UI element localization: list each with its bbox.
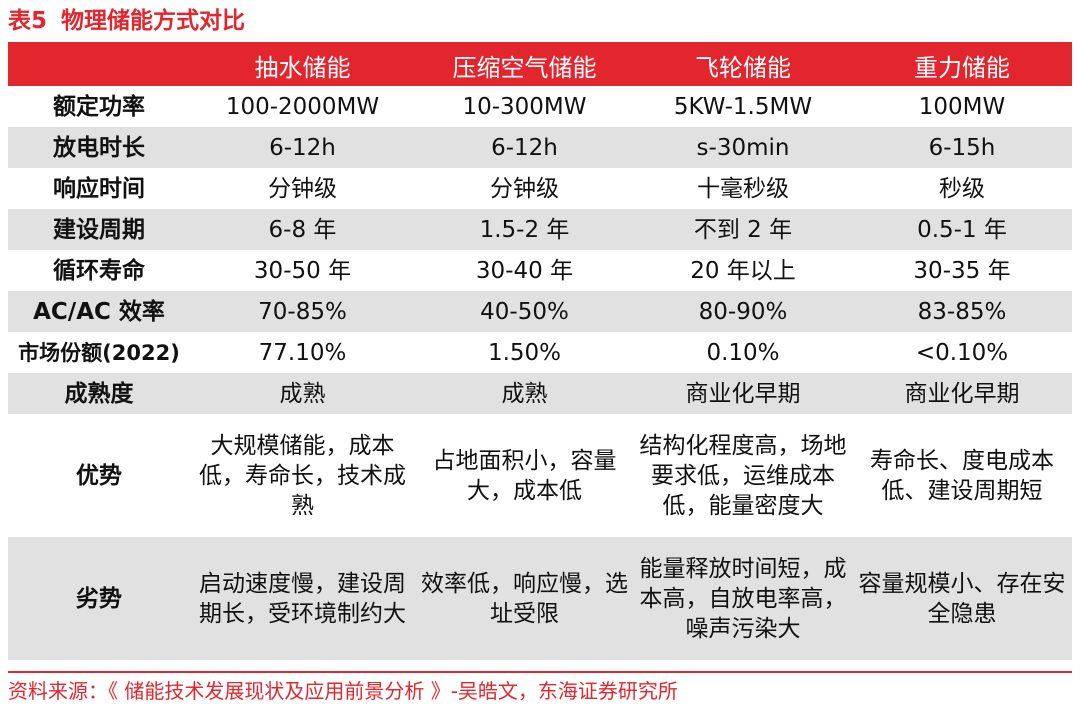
table-cell: 30-35 年 [913,257,1011,284]
bottom-rule [8,671,1072,673]
table-cell: 寿命长、度电成本低、建设周期短 [870,447,1054,504]
header-pumped-storage: 抽水储能 [190,44,415,86]
table-cell: 商业化早期 [634,373,852,414]
table-cell: 70-85% [190,291,415,332]
table-cell: 80-90% [634,291,852,332]
table-row: 响应时间 分钟级 分钟级 十毫秒级 秒级 [8,168,1072,209]
table-title: 表5 物理储能方式对比 [8,4,245,38]
table-cell: 6-12h [415,127,634,168]
table-cell: 成熟 [415,373,634,414]
table-cell: 占地面积小，容量大，成本低 [432,447,617,504]
table-cell: s-30min [634,127,852,168]
table-cell: 1.5-2 年 [415,209,634,250]
header-flywheel: 飞轮储能 [634,44,852,86]
table-cell: 30-40 年 [475,257,574,284]
row-label: 市场份额(2022) [18,340,180,365]
table-cell: 0.10% [706,339,780,366]
table-cell: 商业化早期 [852,373,1072,414]
top-rule [8,42,1072,44]
table-cell: 30-50 年 [253,257,352,284]
table-cell: 容量规模小、存在安全隐患 [852,537,1072,660]
table-cell: 20 年以上 [690,257,796,284]
table-cell: 大规模储能，成本低，寿命长，技术成熟 [199,432,406,519]
table-row: 放电时长 6-12h 6-12h s-30min 6-15h [8,127,1072,168]
table-cell: 100MW [918,93,1006,120]
table-cell: 能量释放时间短，成本高，自放电率高，噪声污染大 [634,537,852,660]
table-row: 劣势 启动速度慢，建设周期长，受环境制约大 效率低，响应慢，选址受限 能量释放时… [8,537,1072,660]
table-cell: 结构化程度高，场地要求低，运维成本低，能量密度大 [639,432,847,519]
row-label: 响应时间 [53,175,145,202]
table-cell: 6-12h [190,127,415,168]
row-label: 建设周期 [8,209,190,250]
table-cell: 10-300MW [462,93,587,120]
table-cell: 6-8 年 [190,209,415,250]
table-cell: 6-15h [852,127,1072,168]
table-cell: 5KW-1.5MW [673,93,813,120]
table-cell: 不到 2 年 [634,209,852,250]
table-cell: 40-50% [415,291,634,332]
table-cell: 效率低，响应慢，选址受限 [415,537,634,660]
table-cell: 77.10% [258,339,347,366]
table-cell: 秒级 [939,175,985,202]
table-row: 额定功率 100-2000MW 10-300MW 5KW-1.5MW 100MW [8,86,1072,127]
table-cell: 分钟级 [268,175,337,202]
table-row: 建设周期 6-8 年 1.5-2 年 不到 2 年 0.5-1 年 [8,209,1072,250]
header-compressed-air: 压缩空气储能 [415,44,634,86]
row-label: 额定功率 [53,93,145,120]
table-cell: 成熟 [190,373,415,414]
row-label: 循环寿命 [53,257,145,284]
row-label: 优势 [76,462,122,489]
table-cell: 十毫秒级 [697,175,789,202]
table-cell: 分钟级 [490,175,559,202]
header-corner [8,44,190,86]
row-label: 成熟度 [8,373,190,414]
header-row: 抽水储能 压缩空气储能 飞轮储能 重力储能 [8,44,1072,86]
table-title-text: 物理储能方式对比 [61,8,246,34]
row-label: 劣势 [8,537,190,660]
table-cell: 0.5-1 年 [852,209,1072,250]
table-row: 成熟度 成熟 成熟 商业化早期 商业化早期 [8,373,1072,414]
table-cell: 1.50% [487,339,562,366]
row-label: AC/AC 效率 [8,291,190,332]
table-cell: 启动速度慢，建设周期长，受环境制约大 [190,537,415,660]
header-gravity: 重力储能 [852,44,1072,86]
table-row: 循环寿命 30-50 年 30-40 年 20 年以上 30-35 年 [8,250,1072,291]
table-row: 优势 大规模储能，成本低，寿命长，技术成熟 占地面积小，容量大，成本低 结构化程… [8,414,1072,537]
table-cell: <0.10% [915,339,1009,366]
comparison-table: 抽水储能 压缩空气储能 飞轮储能 重力储能 额定功率 100-2000MW 10… [8,44,1072,660]
table-cell: 83-85% [852,291,1072,332]
row-label: 放电时长 [8,127,190,168]
table-cell: 100-2000MW [225,93,380,120]
table-row: AC/AC 效率 70-85% 40-50% 80-90% 83-85% [8,291,1072,332]
table-row: 市场份额(2022) 77.10% 1.50% 0.10% <0.10% [8,332,1072,373]
source-note: 资料来源：《 储能技术发展现状及应用前景分析 》-吴皓文，东海证券研究所 [8,679,678,703]
table-number: 表5 [8,8,48,34]
